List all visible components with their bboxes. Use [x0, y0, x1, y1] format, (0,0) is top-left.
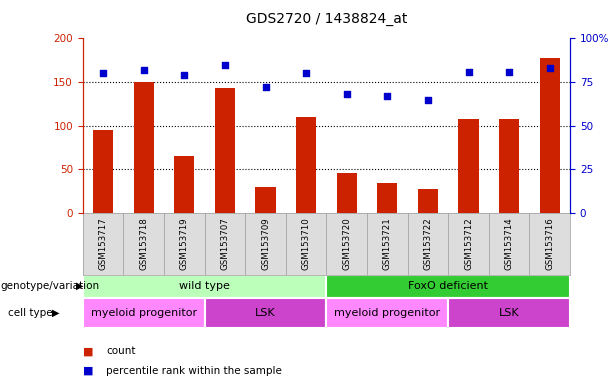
- Text: LSK: LSK: [255, 308, 276, 318]
- Bar: [418, 189, 438, 213]
- Point: [139, 67, 148, 73]
- Bar: [83, 298, 205, 328]
- Bar: [377, 182, 397, 213]
- Text: genotype/variation: genotype/variation: [0, 281, 99, 291]
- Bar: [296, 117, 316, 213]
- Text: cell type: cell type: [8, 308, 53, 318]
- Text: GSM153720: GSM153720: [342, 217, 351, 270]
- Point: [545, 65, 555, 71]
- Text: GSM153722: GSM153722: [424, 217, 432, 270]
- Text: ■: ■: [83, 346, 93, 356]
- Bar: [327, 298, 448, 328]
- Bar: [134, 82, 154, 213]
- Bar: [93, 130, 113, 213]
- Bar: [499, 119, 519, 213]
- Point: [180, 72, 189, 78]
- Text: ▶: ▶: [76, 281, 83, 291]
- Point: [423, 96, 433, 103]
- Text: myeloid progenitor: myeloid progenitor: [91, 308, 197, 318]
- Point: [383, 93, 392, 99]
- Bar: [539, 58, 560, 213]
- Text: GSM153707: GSM153707: [221, 217, 229, 270]
- Text: percentile rank within the sample: percentile rank within the sample: [106, 366, 282, 376]
- Text: GSM153712: GSM153712: [464, 217, 473, 270]
- Point: [301, 70, 311, 76]
- Bar: [327, 275, 570, 298]
- Bar: [459, 119, 479, 213]
- Text: ▶: ▶: [52, 308, 59, 318]
- Point: [261, 84, 270, 90]
- Text: LSK: LSK: [499, 308, 519, 318]
- Text: GSM153714: GSM153714: [504, 217, 514, 270]
- Point: [463, 68, 473, 74]
- Text: GSM153721: GSM153721: [383, 217, 392, 270]
- Bar: [205, 298, 327, 328]
- Point: [98, 70, 108, 76]
- Text: GSM153718: GSM153718: [139, 217, 148, 270]
- Text: FoxO deficient: FoxO deficient: [408, 281, 489, 291]
- Bar: [448, 298, 570, 328]
- Bar: [337, 173, 357, 213]
- Point: [504, 68, 514, 74]
- Text: GDS2720 / 1438824_at: GDS2720 / 1438824_at: [246, 12, 407, 26]
- Point: [342, 91, 352, 98]
- Text: GSM153710: GSM153710: [302, 217, 311, 270]
- Point: [220, 61, 230, 68]
- Text: myeloid progenitor: myeloid progenitor: [334, 308, 440, 318]
- Bar: [256, 187, 276, 213]
- Bar: [83, 275, 327, 298]
- Text: count: count: [106, 346, 135, 356]
- Text: GSM153709: GSM153709: [261, 217, 270, 270]
- Text: GSM153717: GSM153717: [99, 217, 107, 270]
- Bar: [174, 156, 194, 213]
- Text: ■: ■: [83, 366, 93, 376]
- Text: GSM153716: GSM153716: [546, 217, 554, 270]
- Text: wild type: wild type: [179, 281, 230, 291]
- Bar: [215, 88, 235, 213]
- Text: GSM153719: GSM153719: [180, 217, 189, 270]
